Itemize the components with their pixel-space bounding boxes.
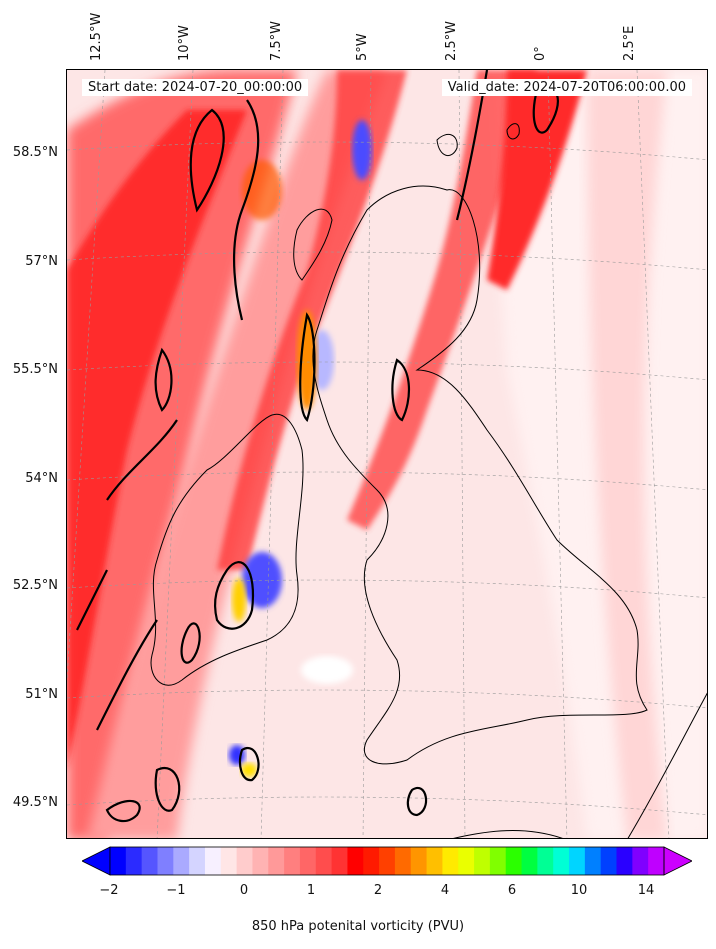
- lat-label: 55.5°N: [12, 362, 58, 377]
- lon-label: 5°W: [355, 33, 370, 61]
- colorbar-extend-low: [82, 846, 111, 876]
- colorbar-swatch: [489, 847, 507, 875]
- lon-label: 7.5°W: [269, 20, 284, 61]
- map-panel[interactable]: Start date: 2024-07-20_00:00:00 Valid_da…: [66, 69, 708, 839]
- pv-negative-anomaly: [352, 120, 372, 180]
- colorbar-swatch: [426, 847, 443, 875]
- lat-label: 54°N: [25, 471, 58, 486]
- colorbar-swatch: [268, 847, 285, 875]
- graticule: [67, 70, 707, 838]
- pv-core-northsea: [487, 70, 587, 290]
- colorbar-swatch: [394, 847, 412, 875]
- colorbar-swatch: [157, 847, 174, 875]
- pv-core-west: [67, 110, 247, 770]
- pv-field-map: [67, 70, 707, 838]
- colorbar-swatch: [474, 847, 491, 875]
- colorbar-tick-label: 14: [637, 883, 655, 898]
- colorbar-swatch: [553, 847, 570, 875]
- colorbar-swatch: [220, 847, 238, 875]
- lon-label: 10°W: [177, 25, 192, 61]
- colorbar-tick-label: 2: [373, 883, 383, 898]
- colorbar: [82, 846, 692, 876]
- colorbar-tick-label: 4: [440, 883, 450, 898]
- colorbar-swatch: [299, 847, 317, 875]
- colorbar-swatch: [315, 847, 333, 875]
- lon-label: 2.5°W: [444, 20, 459, 61]
- colorbar-swatch: [569, 847, 586, 875]
- lat-label: 51°N: [25, 687, 58, 702]
- colorbar-swatch: [379, 847, 396, 875]
- start-date-label: Start date: 2024-07-20_00:00:00: [82, 79, 309, 96]
- lon-label: 12.5°W: [89, 12, 104, 61]
- colorbar-swatch: [252, 847, 269, 875]
- pv-maximum: [242, 160, 282, 220]
- lon-label: 2.5°E: [622, 25, 637, 61]
- lat-label: 52.5°N: [12, 578, 58, 593]
- colorbar-swatch: [141, 847, 158, 875]
- colorbar-tick-label: 0: [239, 883, 249, 898]
- pv-negative-anomaly: [229, 745, 245, 765]
- colorbar-tick-label: 10: [570, 883, 588, 898]
- pv-neutral-patch: [301, 656, 353, 684]
- colorbar-swatch: [284, 847, 301, 875]
- colorbar-label: 850 hPa potenital vorticity (PVU): [251, 919, 465, 934]
- pv-negative-anomaly: [242, 552, 282, 608]
- pv-maximum: [232, 578, 246, 622]
- colorbar-swatch: [410, 847, 428, 875]
- colorbar-swatch: [347, 847, 364, 875]
- lat-label: 57°N: [25, 254, 58, 269]
- lat-label: 49.5°N: [12, 795, 58, 810]
- valid-date-label: Valid_date: 2024-07-20T06:00:00.00: [441, 79, 692, 96]
- colorbar-swatch: [537, 847, 554, 875]
- colorbar-swatch: [632, 847, 649, 875]
- colorbar-swatch: [648, 847, 665, 875]
- coastline: [150, 123, 707, 838]
- colorbar-swatch: [616, 847, 633, 875]
- pv-band-northsea: [347, 70, 537, 530]
- lon-label: 0°: [533, 46, 548, 61]
- colorbar-swatch: [521, 847, 538, 875]
- lat-label: 58.5°N: [12, 145, 58, 160]
- colorbar-border: [109, 846, 665, 876]
- colorbar-tick-label: −1: [166, 883, 186, 898]
- colorbar-swatch: [442, 847, 459, 875]
- colorbar-swatch: [363, 847, 380, 875]
- colorbar-swatch: [331, 847, 348, 875]
- colorbar-tick-label: 1: [306, 883, 316, 898]
- colorbar-swatch: [458, 847, 475, 875]
- colorbar-tick-label: −2: [99, 883, 119, 898]
- colorbar-swatch: [600, 847, 618, 875]
- colorbar-swatch: [204, 847, 222, 875]
- colorbar-swatch: [505, 847, 523, 875]
- pv-maximum: [241, 763, 257, 777]
- colorbar-swatch: [110, 847, 127, 875]
- colorbar-swatch: [584, 847, 602, 875]
- colorbar-swatch: [125, 847, 143, 875]
- colorbar-swatch: [189, 847, 206, 875]
- colorbar-swatch: [236, 847, 253, 875]
- colorbar-extend-high: [663, 846, 692, 876]
- colorbar-tick-label: 6: [507, 883, 517, 898]
- colorbar-swatch: [173, 847, 190, 875]
